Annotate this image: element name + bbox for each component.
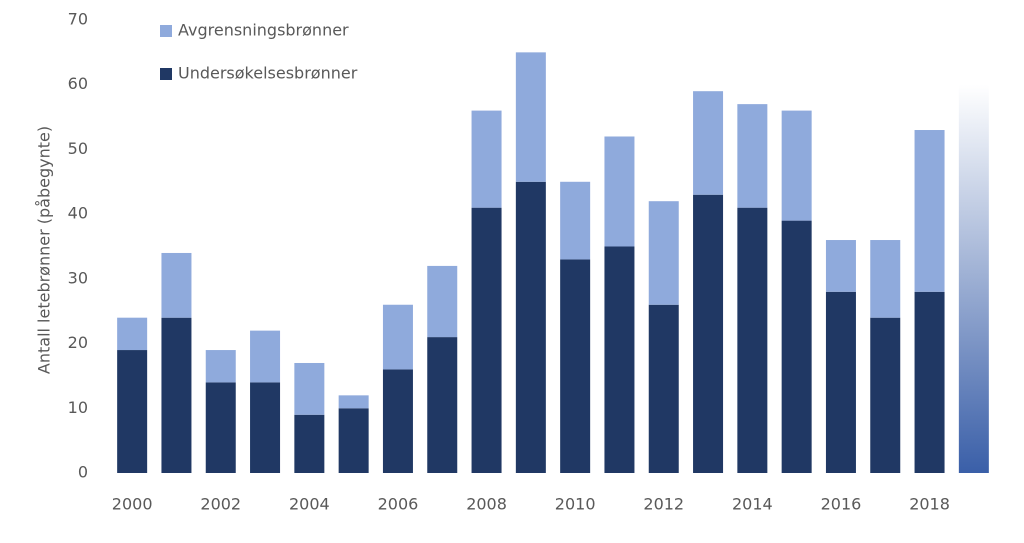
bar bbox=[471, 207, 502, 473]
legend-label: Undersøkelsesbrønner bbox=[178, 64, 358, 83]
x-tick-label: 2000 bbox=[112, 495, 153, 514]
bar bbox=[870, 317, 901, 473]
x-tick-label: 2010 bbox=[555, 495, 596, 514]
bar bbox=[117, 317, 148, 351]
x-tick-label: 2002 bbox=[200, 495, 241, 514]
bar bbox=[205, 350, 236, 383]
bar bbox=[427, 265, 458, 338]
bar bbox=[294, 362, 325, 415]
bar bbox=[117, 350, 148, 473]
bar bbox=[250, 330, 281, 383]
bar bbox=[737, 104, 768, 208]
y-tick-label: 60 bbox=[68, 74, 88, 93]
y-tick-label: 10 bbox=[68, 398, 88, 417]
legend-swatch bbox=[160, 68, 172, 80]
bar bbox=[515, 181, 546, 474]
y-tick-label: 50 bbox=[68, 139, 88, 158]
x-tick-label: 2012 bbox=[643, 495, 684, 514]
legend-swatch bbox=[160, 25, 172, 37]
bar bbox=[604, 246, 635, 473]
bar bbox=[781, 220, 812, 473]
bar bbox=[382, 369, 413, 473]
bar bbox=[560, 259, 591, 473]
y-tick-label: 40 bbox=[68, 204, 88, 223]
bar bbox=[427, 337, 458, 473]
bar bbox=[515, 52, 546, 182]
bar bbox=[914, 291, 945, 473]
bar bbox=[294, 414, 325, 473]
bar bbox=[338, 395, 369, 409]
y-tick-label: 30 bbox=[68, 268, 88, 287]
y-tick-label: 20 bbox=[68, 333, 88, 352]
bar bbox=[914, 130, 945, 292]
x-tick-label: 2014 bbox=[732, 495, 773, 514]
bar bbox=[825, 291, 856, 473]
bar bbox=[471, 110, 502, 208]
y-tick-label: 0 bbox=[78, 463, 88, 482]
bar bbox=[958, 84, 989, 473]
x-tick-label: 2018 bbox=[909, 495, 950, 514]
bar bbox=[737, 207, 768, 473]
bar bbox=[648, 201, 679, 305]
y-tick-label: 70 bbox=[68, 10, 88, 29]
bar bbox=[382, 304, 413, 370]
bar bbox=[161, 252, 192, 318]
bar bbox=[648, 304, 679, 473]
x-tick-label: 2016 bbox=[821, 495, 862, 514]
bar bbox=[161, 317, 192, 473]
bar bbox=[870, 240, 901, 318]
bar bbox=[205, 382, 236, 473]
x-tick-label: 2004 bbox=[289, 495, 330, 514]
bar bbox=[781, 110, 812, 221]
bar bbox=[250, 382, 281, 473]
y-axis-label: Antall letebrønner (påbegynte) bbox=[35, 126, 54, 374]
bar bbox=[560, 181, 591, 260]
bar bbox=[338, 408, 369, 473]
bar bbox=[604, 136, 635, 247]
x-tick-label: 2006 bbox=[378, 495, 419, 514]
bar bbox=[693, 91, 724, 195]
bar bbox=[825, 240, 856, 292]
legend-label: Avgrensningsbrønner bbox=[178, 21, 349, 40]
x-tick-label: 2008 bbox=[466, 495, 507, 514]
bar bbox=[693, 194, 724, 473]
